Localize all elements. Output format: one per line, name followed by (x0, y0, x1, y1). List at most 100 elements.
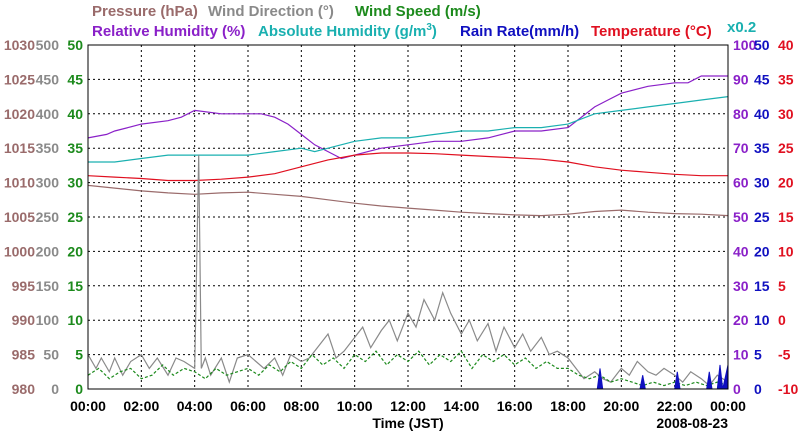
x-tick-label: 12:00 (390, 398, 426, 414)
tick-rain: 45 (754, 71, 770, 87)
tick-temp: 5 (778, 278, 786, 294)
tick-rh: 20 (733, 312, 749, 328)
tick-wind_speed: 35 (67, 140, 83, 156)
tick-rh: 90 (733, 71, 749, 87)
series-3 (87, 152, 728, 182)
tick-wind_speed: 30 (67, 175, 83, 191)
legend-pressure: Pressure (hPa) (92, 3, 198, 20)
tick-temp: 30 (778, 106, 794, 122)
tick-wind_dir: 50 (43, 347, 59, 363)
tick-wind_dir: 150 (36, 278, 60, 294)
series-line (87, 152, 728, 182)
tick-rain: 40 (754, 106, 770, 122)
tick-rain: 25 (754, 209, 770, 225)
legend-wind_dir: Wind Direction (°) (208, 3, 334, 20)
tick-temp: 0 (778, 312, 786, 328)
series-0 (87, 184, 729, 217)
x-tick-label: 16:00 (497, 398, 533, 414)
chart-date: 2008-08-23 (656, 415, 728, 431)
tick-pressure: 1010 (4, 175, 35, 191)
tick-wind_speed: 10 (67, 312, 83, 328)
legend-ah: Absolute Humidity (g/m3) (258, 22, 437, 40)
tick-pressure: 1020 (4, 106, 35, 122)
tick-temp: 40 (778, 37, 794, 53)
tick-pressure: 985 (12, 347, 36, 363)
tick-wind_dir: 200 (36, 243, 60, 259)
series-layer (87, 75, 729, 390)
tick-pressure: 1000 (4, 243, 35, 259)
series-line (87, 155, 729, 387)
tick-rh: 60 (733, 175, 749, 191)
series-line (87, 75, 728, 160)
tick-pressure: 1015 (4, 140, 35, 156)
tick-wind_dir: 350 (36, 140, 60, 156)
chart-header: Pressure (hPa) Wind Direction (°) Wind Spe… (92, 3, 756, 40)
legend-rh: Relative Humidity (%) (92, 23, 245, 40)
tick-wind_dir: 400 (36, 106, 60, 122)
tick-wind_speed: 15 (67, 278, 83, 294)
tick-wind_dir: 100 (36, 312, 60, 328)
series-1 (87, 75, 728, 160)
tick-rain: 15 (754, 278, 770, 294)
tick-rain: 35 (754, 140, 770, 156)
tick-wind_speed: 50 (67, 37, 83, 53)
tick-wind_dir: 250 (36, 209, 60, 225)
series-line (87, 350, 729, 387)
tick-pressure: 990 (12, 312, 36, 328)
x-tick-label: 00:00 (70, 398, 106, 414)
tick-rh: 30 (733, 278, 749, 294)
tick-pressure: 1005 (4, 209, 35, 225)
tick-temp: 10 (778, 243, 794, 259)
x-tick-label: 08:00 (283, 398, 319, 414)
tick-rain: 50 (754, 37, 770, 53)
tick-pressure: 995 (12, 278, 36, 294)
x-tick-label: 14:00 (443, 398, 479, 414)
tick-rh: 50 (733, 209, 749, 225)
tick-rh: 70 (733, 140, 749, 156)
tick-temp: 25 (778, 140, 794, 156)
tick-wind_dir: 500 (36, 37, 60, 53)
tick-wind_speed: 40 (67, 106, 83, 122)
right-axes: 1009080706050403020100504540353025201510… (733, 37, 798, 397)
tick-pressure: 1025 (4, 71, 35, 87)
x-tick-label: 18:00 (550, 398, 586, 414)
left-axes: 1030102510201015101010051000995990985980… (4, 37, 83, 397)
tick-pressure: 1030 (4, 37, 35, 53)
x-tick-label: 22:00 (657, 398, 693, 414)
tick-rh: 10 (733, 347, 749, 363)
tick-temp: -5 (778, 347, 791, 363)
tick-rain: 0 (754, 381, 762, 397)
tick-wind_dir: 450 (36, 71, 60, 87)
tick-pressure: 980 (12, 381, 36, 397)
x-tick-label: 00:00 (710, 398, 746, 414)
tick-rain: 20 (754, 243, 770, 259)
tick-temp: 20 (778, 175, 794, 191)
tick-wind_speed: 0 (75, 381, 83, 397)
tick-wind_speed: 25 (67, 209, 83, 225)
legend-wind_speed: Wind Speed (m/s) (355, 3, 481, 20)
tick-temp: 35 (778, 71, 794, 87)
chart-grid (88, 45, 728, 389)
x-axis: 00:00 02:00 04:00 06:00 08:00 10:00 12:00 14:00… (70, 398, 746, 431)
ah-factor-label: x0.2 (727, 19, 756, 36)
tick-rain: 5 (754, 347, 762, 363)
x-tick-label: 02:00 (123, 398, 159, 414)
x-tick-label: 06:00 (230, 398, 266, 414)
tick-wind_dir: 0 (51, 381, 59, 397)
x-tick-label: 10:00 (337, 398, 373, 414)
legend-rain: Rain Rate(mm/h) (460, 23, 579, 40)
tick-rain: 30 (754, 175, 770, 191)
tick-wind_speed: 5 (75, 347, 83, 363)
tick-wind_speed: 20 (67, 243, 83, 259)
tick-rh: 80 (733, 106, 749, 122)
tick-rh: 100 (733, 37, 757, 53)
x-tick-label: 20:00 (603, 398, 639, 414)
tick-temp: 15 (778, 209, 794, 225)
series-line (87, 184, 729, 217)
series-5 (87, 350, 729, 387)
tick-rh: 40 (733, 243, 749, 259)
x-tick-label: 04:00 (177, 398, 213, 414)
tick-temp: -10 (778, 381, 798, 397)
series-4 (87, 155, 729, 387)
